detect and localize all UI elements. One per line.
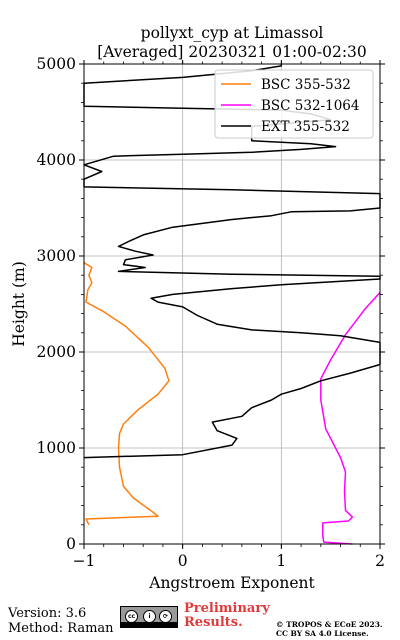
copyright-line-1: © TROPOS & ECoE 2023. (276, 620, 383, 629)
chart-subtitle: [Averaged] 20230321 01:00-02:30 (97, 43, 367, 61)
cc-license-icon: cc i ⟳ (120, 606, 178, 628)
legend-label: EXT 355-532 (261, 119, 350, 135)
x-axis-label: Angstroem Exponent (148, 574, 315, 592)
series-line-1 (83, 262, 170, 526)
copyright-line-2: CC BY SA 4.0 License. (276, 629, 369, 638)
y-tick-label: 0 (66, 535, 76, 553)
legend-label: BSC 532-1064 (261, 98, 359, 114)
method-text: Method: Raman (8, 621, 114, 636)
x-tick-label: 2 (375, 552, 385, 570)
y-tick-label: 3000 (37, 247, 76, 265)
y-tick-label: 5000 (37, 55, 76, 73)
y-tick-label: 2000 (37, 343, 76, 361)
preliminary-line-2: Results. (184, 615, 243, 630)
series-group (83, 64, 381, 545)
legend-box (214, 69, 374, 139)
plot-frame (83, 63, 381, 545)
legend-label: BSC 355-532 (261, 77, 351, 93)
preliminary-notice: Preliminary Results. (184, 602, 270, 630)
x-tick-label: 1 (276, 552, 286, 570)
series-line-3 (83, 64, 381, 459)
y-axis-label: Height (m) (10, 261, 28, 347)
series-line-2 (320, 291, 381, 545)
version-text: Version: 3.6 (8, 606, 87, 621)
legend: BSC 355-532 BSC 532-1064 EXT 355-532 (214, 69, 374, 139)
x-tick-label: −1 (73, 552, 96, 570)
version-info: Version: 3.6 Method: Raman (8, 606, 114, 636)
chart-title: pollyxt_cyp at Limassol (141, 24, 324, 42)
y-tick-label: 4000 (37, 151, 76, 169)
y-tick-label: 1000 (37, 439, 76, 457)
copyright-notice: © TROPOS & ECoE 2023. CC BY SA 4.0 Licen… (276, 620, 383, 638)
x-tick-label: 0 (178, 552, 188, 570)
preliminary-line-1: Preliminary (184, 601, 270, 616)
